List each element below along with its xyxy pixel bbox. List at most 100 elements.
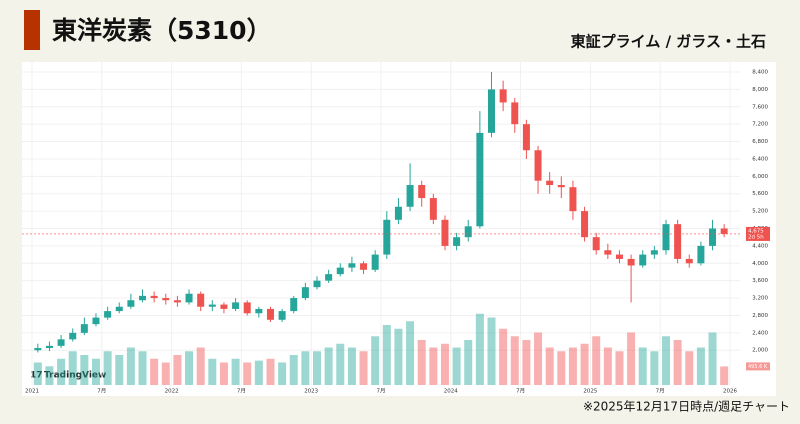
volume-tag xyxy=(746,362,770,371)
y-tick-label: 2,800 xyxy=(752,313,768,319)
candle-body xyxy=(185,293,193,303)
brand-logo: 17 xyxy=(30,371,43,381)
candle-body xyxy=(255,308,263,314)
volume-bar xyxy=(173,355,182,385)
volume-bar xyxy=(196,347,205,385)
candle-body xyxy=(604,250,612,255)
candle-body xyxy=(534,150,542,181)
candle-body xyxy=(406,185,414,207)
volume-bar xyxy=(661,336,670,385)
candle-body xyxy=(92,317,100,325)
volume-bar xyxy=(68,351,77,385)
y-tick-label: 6,000 xyxy=(752,174,768,180)
candle-body xyxy=(464,226,472,238)
volume-bar xyxy=(499,328,508,385)
volume-bar xyxy=(406,321,415,385)
volume-bar xyxy=(278,362,287,385)
volume-bar xyxy=(592,336,601,385)
y-tick-label: 5,200 xyxy=(752,209,768,215)
volume-bar xyxy=(150,358,159,385)
volume-bar xyxy=(534,332,543,385)
y-tick-label: 3,600 xyxy=(752,278,768,284)
volume-bar xyxy=(138,351,147,385)
x-tick-label: 7月 xyxy=(656,388,665,395)
candle-body xyxy=(243,302,251,314)
volume-bar xyxy=(696,347,705,385)
candle-body xyxy=(266,308,274,320)
candle-body xyxy=(511,102,519,125)
volume-bar xyxy=(417,340,426,385)
last-price-label: 4,675 xyxy=(748,228,764,234)
volume-bar xyxy=(336,343,345,385)
subtitle: 東証プライム / ガラス・土石 xyxy=(571,33,766,51)
y-tick-label: 6,800 xyxy=(752,139,768,145)
x-tick-label: 2025 xyxy=(583,389,597,395)
candle-body xyxy=(104,311,112,318)
x-tick-label: 2024 xyxy=(444,389,458,395)
title-accent xyxy=(24,10,40,50)
candle-body xyxy=(441,219,449,246)
candle-body xyxy=(522,124,530,151)
candle-body xyxy=(80,324,88,333)
candle-body xyxy=(709,228,717,246)
y-tick-label: 7,200 xyxy=(752,122,768,128)
candle-body xyxy=(313,280,321,288)
candle-body xyxy=(569,187,577,212)
volume-bar xyxy=(289,355,298,385)
x-tick-label: 7月 xyxy=(97,388,106,395)
volume-bar xyxy=(650,351,659,385)
volume-bar xyxy=(231,358,240,385)
y-tick-label: 2,400 xyxy=(752,330,768,336)
volume-bar xyxy=(440,343,449,385)
x-tick-label: 2026 xyxy=(723,389,737,395)
candle-body xyxy=(232,302,240,309)
candle-body xyxy=(325,274,333,281)
volume-bar xyxy=(126,347,135,385)
y-tick-label: 6,400 xyxy=(752,156,768,162)
volume-bar xyxy=(324,347,333,385)
candle-body xyxy=(615,254,623,259)
candle-body xyxy=(197,293,205,307)
volume-bar xyxy=(720,366,729,385)
x-tick-label: 7月 xyxy=(376,388,385,395)
candle-body xyxy=(278,311,286,320)
volume-bar xyxy=(115,355,124,385)
candle-body xyxy=(476,132,484,227)
candle-body xyxy=(499,89,507,103)
footnote: ※2025年12月17日時点/週足チャート xyxy=(583,400,790,414)
x-tick-label: 2023 xyxy=(304,389,318,395)
candle-body xyxy=(488,89,496,133)
candle-body xyxy=(139,295,147,301)
volume-bar xyxy=(627,332,636,385)
candle-body xyxy=(546,180,554,186)
volume-bar xyxy=(313,351,322,385)
volume-bar xyxy=(580,343,589,385)
volume-bar xyxy=(522,340,531,385)
volume-bar xyxy=(510,336,519,385)
candle-body xyxy=(290,298,298,312)
volume-bar xyxy=(487,317,496,385)
candle-body xyxy=(173,300,181,303)
y-tick-label: 3,200 xyxy=(752,296,768,302)
candle-body xyxy=(639,254,647,266)
volume-bar xyxy=(545,347,554,385)
volume-bar xyxy=(382,325,391,385)
candle-body xyxy=(394,206,402,220)
candle-body xyxy=(336,267,344,275)
x-tick-label: 7月 xyxy=(237,388,246,395)
volume-bar xyxy=(464,340,473,385)
volume-bar xyxy=(103,351,112,385)
volume-bar xyxy=(685,351,694,385)
x-tick-label: 2021 xyxy=(25,389,39,395)
volume-bar xyxy=(219,362,228,385)
volume-bar xyxy=(429,347,438,385)
candle-body xyxy=(127,300,135,307)
volume-bar xyxy=(452,347,461,385)
volume-bar xyxy=(266,358,275,385)
candle-body xyxy=(383,219,391,255)
candle-body xyxy=(557,185,565,188)
x-tick-label: 2022 xyxy=(165,389,179,395)
candle-body xyxy=(592,237,600,251)
volume-label: 495.6 K xyxy=(748,364,768,370)
